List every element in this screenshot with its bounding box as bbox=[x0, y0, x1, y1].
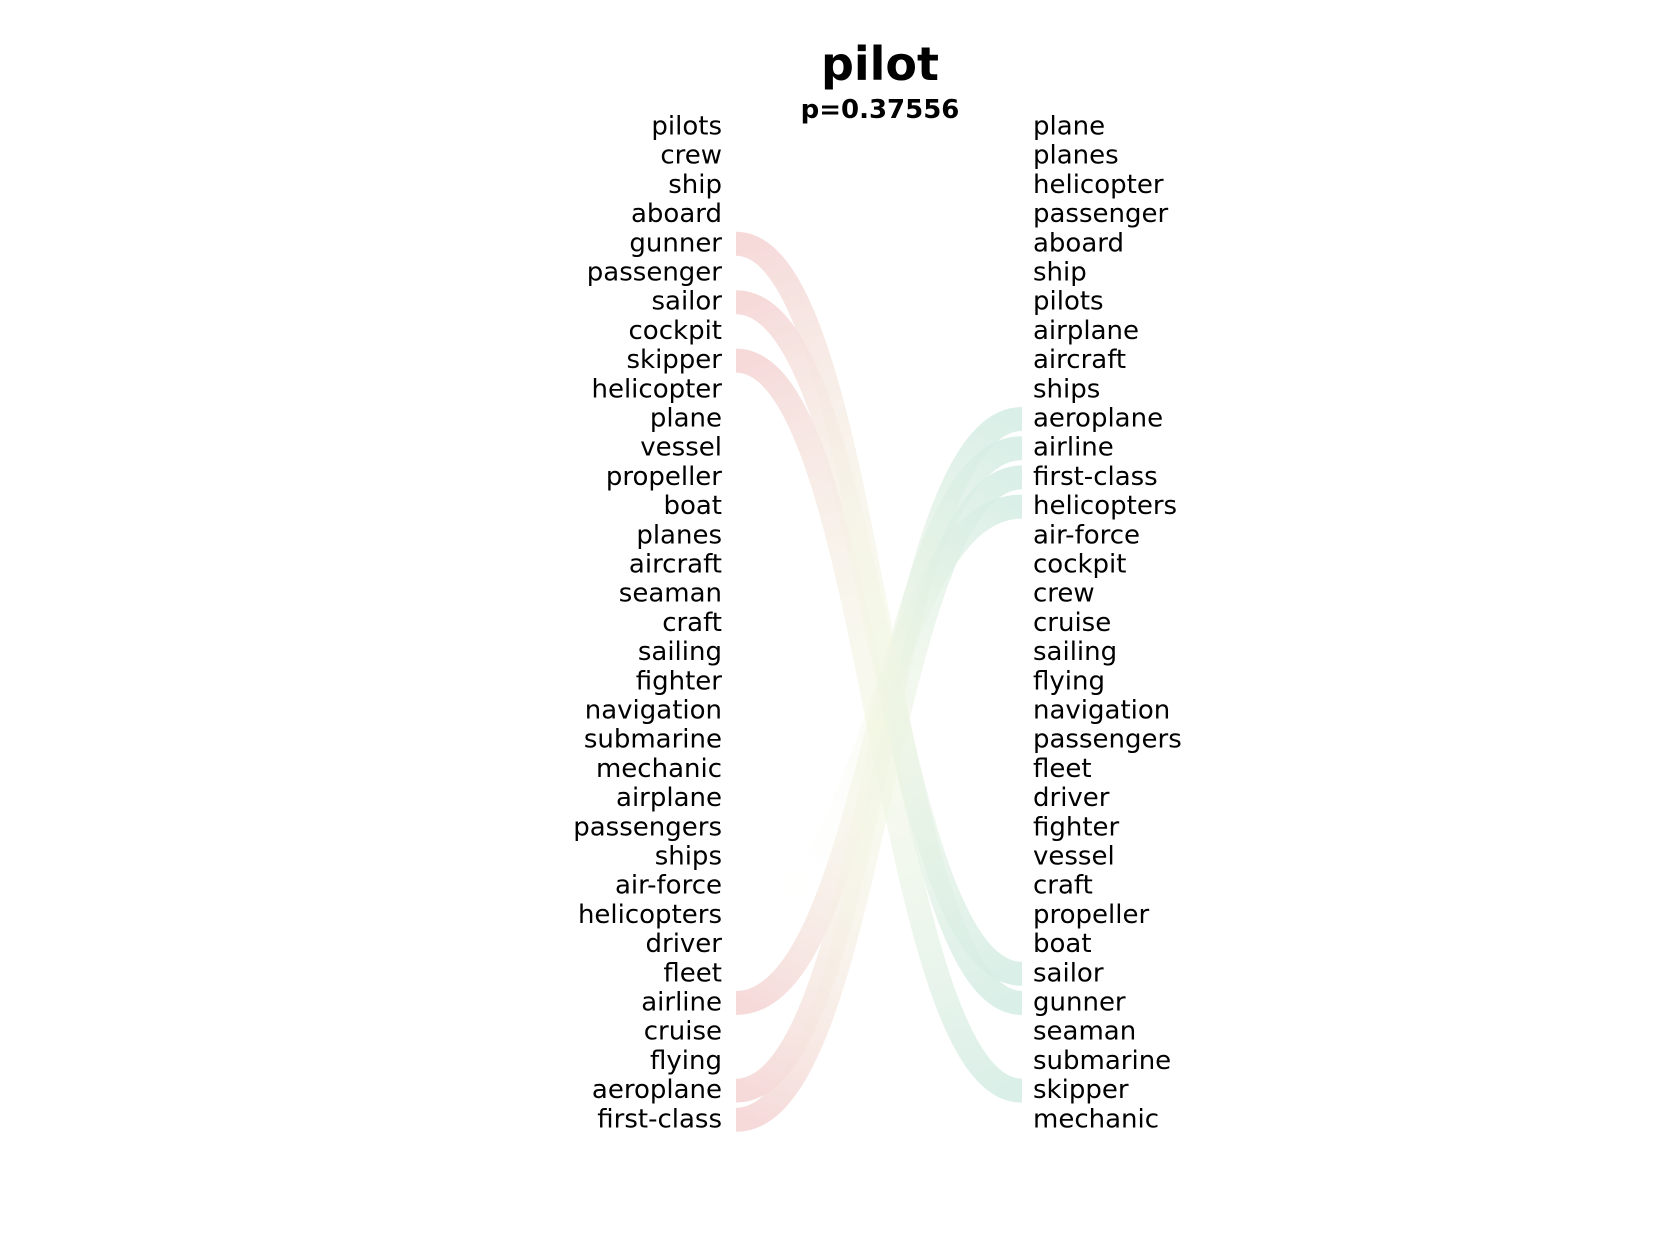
left-word: fighter bbox=[636, 666, 723, 696]
left-word: first-class bbox=[597, 1104, 722, 1134]
left-word: vessel bbox=[640, 433, 722, 463]
left-word: plane bbox=[650, 404, 722, 434]
right-word: aircraft bbox=[1033, 345, 1126, 375]
right-word: aboard bbox=[1033, 228, 1124, 258]
right-word: boat bbox=[1033, 929, 1092, 959]
right-word: ships bbox=[1033, 374, 1100, 404]
right-word: sailing bbox=[1033, 637, 1117, 667]
left-word: air-force bbox=[615, 871, 722, 901]
left-word: airline bbox=[641, 988, 722, 1018]
right-word: flying bbox=[1033, 666, 1105, 696]
right-word: gunner bbox=[1033, 988, 1126, 1018]
right-word: air-force bbox=[1033, 520, 1140, 550]
left-word: aeroplane bbox=[592, 1075, 722, 1105]
right-word: helicopter bbox=[1033, 170, 1164, 200]
left-word: seaman bbox=[619, 579, 722, 609]
right-word: fleet bbox=[1033, 754, 1092, 784]
right-word: plane bbox=[1033, 112, 1105, 142]
right-word: navigation bbox=[1033, 696, 1170, 726]
right-word: sailor bbox=[1033, 958, 1104, 988]
right-word: mechanic bbox=[1033, 1104, 1159, 1134]
right-word: craft bbox=[1033, 871, 1093, 901]
left-word: fleet bbox=[663, 958, 722, 988]
left-word: navigation bbox=[585, 696, 722, 726]
right-word: aeroplane bbox=[1033, 404, 1163, 434]
right-word: crew bbox=[1033, 579, 1095, 609]
left-word: sailor bbox=[651, 287, 722, 317]
left-word: submarine bbox=[584, 725, 722, 755]
left-word: flying bbox=[650, 1046, 722, 1076]
left-word: propeller bbox=[606, 462, 722, 492]
right-word: airline bbox=[1033, 433, 1114, 463]
left-word: driver bbox=[646, 929, 723, 959]
rank-links bbox=[734, 231, 1024, 1132]
right-word: driver bbox=[1033, 783, 1110, 813]
left-word: passenger bbox=[587, 258, 723, 288]
left-word: cockpit bbox=[629, 316, 722, 346]
right-word: seaman bbox=[1033, 1017, 1136, 1047]
right-word: vessel bbox=[1033, 842, 1115, 872]
left-word: ships bbox=[655, 842, 722, 872]
right-word: cockpit bbox=[1033, 550, 1126, 580]
left-word: ship bbox=[668, 170, 722, 200]
right-word: fighter bbox=[1033, 812, 1120, 842]
left-word: crew bbox=[660, 141, 722, 171]
left-word: mechanic bbox=[596, 754, 722, 784]
right-word: cruise bbox=[1033, 608, 1111, 638]
right-word: helicopters bbox=[1033, 491, 1177, 521]
left-word: aboard bbox=[631, 199, 722, 229]
left-word: helicopter bbox=[591, 374, 722, 404]
left-word: boat bbox=[663, 491, 722, 521]
left-word: cruise bbox=[644, 1017, 722, 1047]
right-word: propeller bbox=[1033, 900, 1149, 930]
left-word: craft bbox=[662, 608, 722, 638]
right-word: submarine bbox=[1033, 1046, 1171, 1076]
rank-link bbox=[734, 348, 1024, 1103]
left-word: planes bbox=[636, 520, 722, 550]
left-word: aircraft bbox=[629, 550, 722, 580]
right-word: ship bbox=[1033, 258, 1087, 288]
left-word: sailing bbox=[638, 637, 722, 667]
right-word: passengers bbox=[1033, 725, 1182, 755]
left-word: gunner bbox=[629, 228, 722, 258]
left-word: skipper bbox=[626, 345, 722, 375]
left-word: helicopters bbox=[578, 900, 722, 930]
right-word: first-class bbox=[1033, 462, 1158, 492]
left-word: airplane bbox=[616, 783, 722, 813]
diagram-subtitle: p=0.37556 bbox=[801, 95, 960, 125]
right-word: airplane bbox=[1033, 316, 1139, 346]
left-word-column: pilotscrewshipaboardgunnerpassengersailo… bbox=[573, 112, 722, 1135]
right-word: passenger bbox=[1033, 199, 1169, 229]
right-word: pilots bbox=[1033, 287, 1104, 317]
right-word-column: planeplaneshelicopterpassengeraboardship… bbox=[1033, 112, 1182, 1135]
rank-link bbox=[734, 231, 1024, 1015]
left-word: pilots bbox=[651, 112, 722, 142]
right-word: planes bbox=[1033, 141, 1119, 171]
right-word: skipper bbox=[1033, 1075, 1129, 1105]
diagram-title: pilot bbox=[821, 37, 939, 91]
left-word: passengers bbox=[573, 812, 722, 842]
